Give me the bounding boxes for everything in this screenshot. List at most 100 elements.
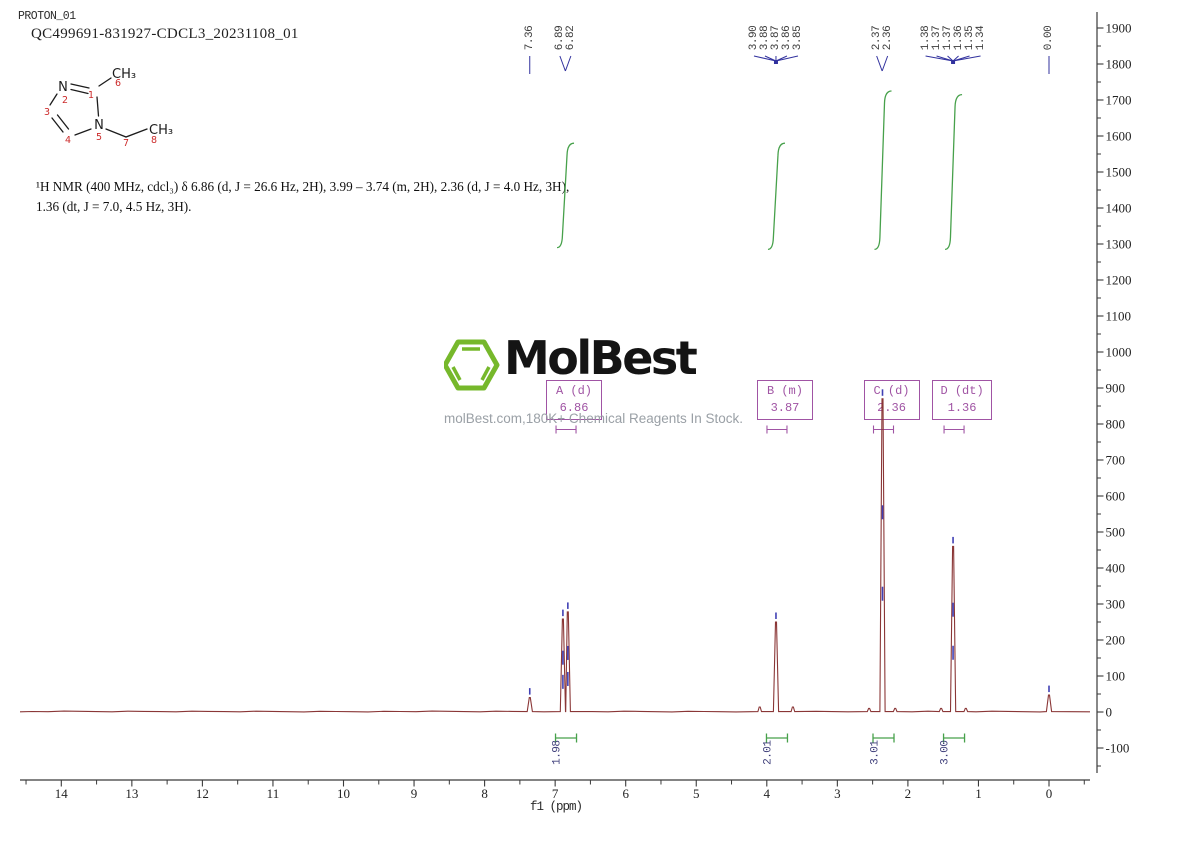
x-axis-tick-label: 12 [196,786,209,801]
y-axis-tick-label: 1900 [1106,21,1132,36]
peak-shift-label: 1.37 [930,25,943,51]
hexagon-inner-bond-left [451,366,462,381]
multiplet-box-shift: 3.87 [770,401,800,415]
position-number-5: 5 [96,132,102,143]
hexagon-inner-bond-right [480,366,491,381]
y-axis-tick-label: 1400 [1106,201,1132,216]
y-axis-tick-label: 1500 [1106,165,1132,180]
peak-label-connector-node [951,60,956,64]
y-axis-tick-label: 100 [1106,669,1126,684]
multiplet-box-label: B (m) [766,384,803,398]
peak-shift-label: 1.34 [974,25,987,51]
atom-label-n5: N [94,118,104,133]
multiplet-range-bracket [555,425,577,434]
peak-shift-label: 2.36 [881,25,894,51]
peak-label-connector [925,55,954,62]
x-axis-tick-label: 8 [481,786,488,801]
x-axis-tick-label: 7 [552,786,559,801]
multiplet-range-bracket [943,425,965,434]
integral-curve [944,93,963,251]
bond-n5-c7 [105,128,127,138]
bond-n5-c4 [74,128,92,136]
bond-c1-methyl [98,77,112,87]
x-axis-tick-label: 5 [693,786,700,801]
peak-label-connector [881,55,889,72]
integration-value: 3.00 [939,740,952,765]
y-axis-tick-label: -100 [1106,741,1130,756]
integral-curve [556,142,575,249]
x-axis-tick-label: 6 [622,786,629,801]
position-number-1: 1 [88,90,94,101]
multiplet-box: B (m) 3.87 [756,380,813,420]
integration-bracket [765,733,789,743]
bond-n2-c1-double [70,88,89,95]
peak-label-connector-node [773,60,778,64]
x-axis-tick-label: 14 [55,786,69,801]
y-axis-tick-label: 900 [1106,381,1126,396]
spectrum-trace [19,398,1091,713]
molecule-structure: N N CH₃ CH₃ 1 2 3 4 5 6 7 8 [44,66,175,150]
atom-label-methyl-8: CH₃ [149,123,173,138]
multiplet-box: A (d) 6.86 [546,380,603,420]
x-axis-tick-label: 10 [337,786,350,801]
y-axis-tick-label: 400 [1106,561,1126,576]
peak-label-connector [775,55,799,62]
integration-value: 1.98 [551,740,564,765]
y-axis-tick-label: 1100 [1106,309,1132,324]
peak-shift-label: 2.37 [870,25,883,51]
bond-c4-c3 [51,117,64,133]
multiplet-box-shift: 2.36 [877,401,906,415]
bond-c7-methyl [125,128,148,138]
multiplet-box: D (dt) 1.36 [932,380,993,420]
position-number-7: 7 [123,138,129,149]
peak-shift-label: 7.36 [523,25,536,51]
multiplet-box: C (d) 2.36 [863,380,920,420]
x-axis: 14 13 12 11 10 9 8 7 6 5 4 3 2 1 0 [20,779,1090,801]
peak-label-connector [876,55,883,72]
bond-c4-c3-double [56,114,70,130]
peak-shift-label: 1.36 [952,25,965,51]
peak-shift-label: 0.00 [1043,25,1055,51]
y-axis-tick-label: 1300 [1106,237,1132,252]
x-axis-tick-label: 1 [975,786,982,801]
bond-c3-n2 [49,93,58,106]
x-axis-tick-label: 13 [125,786,138,801]
y-axis-tick-label: 1800 [1106,57,1132,72]
multiplet-box-label: D (dt) [940,384,984,398]
x-axis-tick-label: 0 [1046,786,1053,801]
integration-bracket [554,733,578,743]
position-number-2: 2 [62,95,68,106]
multiplet-box-label: A (d) [556,384,593,398]
peak-label-connector [952,55,981,62]
nmr-assignment-text: ¹H NMR (400 MHz, cdcl₃) δ 6.86 (d, J = 2… [36,179,570,214]
multiplet-range-bracket [766,425,788,434]
bond-c1-n5 [96,96,100,117]
atom-label-methyl-6: CH₃ [112,67,136,82]
position-number-4: 4 [65,135,71,146]
peak-label-connector [559,55,566,72]
integral-curve [874,90,892,251]
position-number-6: 6 [115,78,121,89]
y-axis-tick-label: 1700 [1106,93,1132,108]
molbest-watermark: MolBest molBest.com,180K+ Chemical Reage… [444,331,774,435]
y-axis-tick-label: 0 [1106,705,1113,720]
peak-label-connector [936,55,954,62]
position-number-8: 8 [151,135,157,146]
x-axis-tick-label: 11 [267,786,280,801]
peak-shift-label: 1.37 [941,25,954,51]
y-axis-tick-label: 800 [1106,417,1126,432]
peak-label-connector [753,55,777,62]
y-axis-tick-label: 1200 [1106,273,1132,288]
peak-shift-label: 1.35 [963,25,976,51]
sample-title: QC499691-831927-CDCL3_20231108_01 [31,26,299,42]
y-axis: 1900180017001600150014001300120011001000… [1096,12,1132,773]
molbest-brand-text: MolBest [504,331,698,385]
multiplet-box-shift: 1.36 [947,401,977,415]
peak-shift-label: 6.82 [564,25,577,51]
y-axis-tick-label: 300 [1106,597,1126,612]
position-number-3: 3 [44,107,50,118]
molbest-tagline: molBest.com,180K+ Chemical Reagents In S… [444,411,744,426]
y-axis-tick-label: 1000 [1106,345,1132,360]
multiplet-box-shift: 6.86 [559,401,589,415]
